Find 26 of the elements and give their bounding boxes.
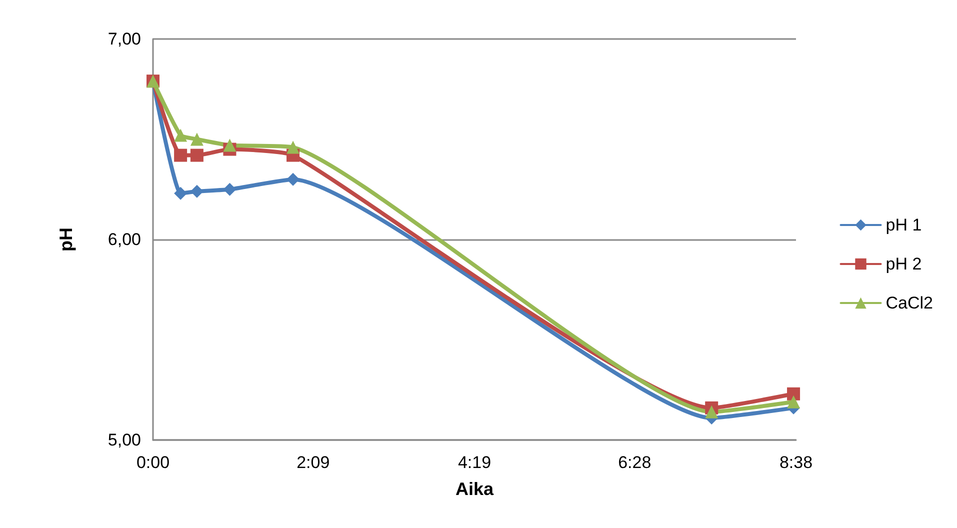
point — [286, 140, 300, 154]
point — [190, 132, 204, 146]
y-tick-label: 7,00 — [108, 30, 141, 48]
x-tick-label: 8:38 — [779, 453, 813, 472]
x-tick-label: 4:19 — [458, 453, 492, 472]
x-tick-label: 6:28 — [618, 453, 652, 472]
point — [174, 128, 188, 142]
x-axis-title: Aika — [455, 479, 494, 499]
point — [190, 184, 204, 198]
x-tick-label: 0:00 — [136, 453, 170, 472]
legend-label: CaCl2 — [886, 294, 934, 312]
y-tick-label: 5,00 — [108, 430, 141, 450]
point — [787, 387, 800, 400]
point — [705, 405, 718, 418]
legend-label: pH 1 — [886, 216, 922, 234]
legend-label: pH 2 — [886, 254, 922, 274]
point — [787, 395, 800, 408]
point — [286, 172, 300, 186]
point — [174, 186, 188, 200]
y-tick-label: 6,00 — [108, 230, 141, 249]
point — [174, 148, 188, 162]
y-axis-title: pH — [56, 228, 76, 252]
point — [223, 138, 236, 152]
point — [190, 148, 204, 162]
x-tick-label: 2:09 — [296, 453, 330, 472]
point — [223, 182, 236, 196]
